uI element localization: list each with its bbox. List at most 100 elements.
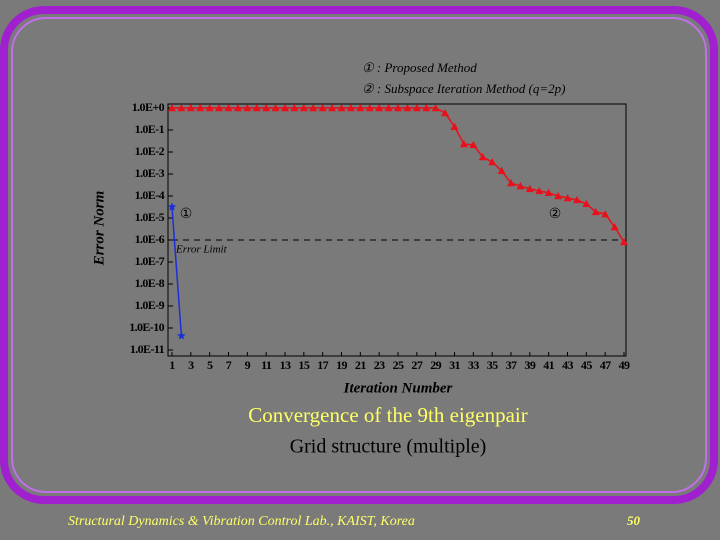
data-point [233,104,242,112]
x-tick-label: 19 [336,358,347,372]
x-tick-label: 23 [374,358,385,372]
data-point [365,104,374,112]
data-point [535,186,544,195]
data-point [309,104,318,112]
data-point [318,104,327,112]
data-point [422,104,431,112]
page-number: 50 [627,513,641,528]
data-point [271,104,280,112]
x-tick-label: 11 [261,358,272,372]
data-point [563,194,572,202]
data-point [572,195,581,204]
x-tick-label: 7 [226,358,232,372]
x-tick-label: 35 [487,358,498,372]
data-point [403,104,412,112]
x-tick-label: 47 [600,358,611,372]
y-tick-label: 1.0E-5 [135,210,165,224]
x-tick-label: 39 [524,358,535,372]
x-tick-label: 25 [393,358,404,372]
data-point [356,104,365,112]
data-point [591,207,600,216]
data-point [262,104,271,112]
data-point [346,104,355,112]
error-limit-label: Error Limit [175,244,228,256]
data-point [177,104,186,112]
data-point [554,192,563,200]
data-point [224,104,233,112]
data-point [394,104,402,112]
x-tick-label: 1 [169,358,175,372]
data-point [375,104,384,112]
data-point [478,153,487,161]
data-point [186,104,195,112]
slide-border [0,6,718,504]
y-tick-label: 1.0E+0 [132,100,165,114]
y-tick-label: 1.0E-10 [129,320,164,334]
data-point [488,158,497,166]
x-tick-label: 49 [619,358,630,372]
data-point [337,104,346,112]
y-tick-label: 1.0E-6 [135,232,165,246]
data-point [215,104,224,112]
x-tick-label: 9 [245,358,251,372]
data-point [544,188,553,196]
data-point [450,122,459,130]
x-tick-label: 29 [430,358,441,372]
footer-lab: Structural Dynamics & Vibration Control … [68,514,415,529]
x-tick-label: 33 [468,358,479,372]
legend-entry: ② : Subspace Iteration Method (q=2p) [362,81,565,96]
data-point [167,202,177,211]
slide-border-inner [11,17,707,493]
x-tick-label: 27 [411,358,422,372]
data-point [459,140,468,148]
data-point [196,104,205,112]
data-point [243,104,252,112]
x-tick-label: 45 [581,358,592,372]
data-point [168,104,176,112]
x-tick-label: 43 [562,358,573,372]
y-tick-label: 1.0E-9 [135,298,165,312]
data-point [252,104,261,112]
data-point [384,104,393,112]
data-point [431,104,440,112]
y-axis-title: Error Norm [91,191,107,267]
data-point [525,184,534,193]
data-point [469,140,478,149]
data-point [610,222,619,231]
annotation: ① [180,207,193,222]
x-tick-label: 5 [207,358,213,372]
data-point [281,104,289,112]
data-point [516,182,525,190]
data-point [412,104,421,112]
data-point [205,104,214,112]
caption-title: Convergence of the 9th eigenpair [248,403,528,427]
data-point [601,210,610,218]
x-axis-title: Iteration Number [343,380,453,396]
data-point [328,104,337,112]
y-tick-label: 1.0E-1 [135,122,165,136]
x-tick-label: 3 [188,358,194,372]
plot-frame [167,103,627,357]
series-line [171,206,183,336]
data-point [497,166,506,174]
y-tick-label: 1.0E-8 [135,276,165,290]
x-tick-label: 37 [506,358,517,372]
caption-subtitle: Grid structure (multiple) [290,436,487,458]
data-point [507,178,515,187]
data-point [299,104,308,112]
data-point [290,104,299,112]
x-tick-label: 13 [280,358,291,372]
data-point [582,199,591,208]
x-tick-label: 41 [543,358,554,372]
x-tick-label: 15 [298,358,309,372]
data-point [620,238,628,246]
x-tick-label: 21 [355,358,366,372]
data-point [441,109,450,117]
y-tick-label: 1.0E-7 [135,254,165,268]
legend-entry: ① : Proposed Method [362,60,477,75]
y-tick-label: 1.0E-3 [135,166,165,180]
x-tick-label: 31 [449,358,460,372]
x-tick-label: 17 [317,358,328,372]
y-tick-label: 1.0E-2 [135,144,165,158]
